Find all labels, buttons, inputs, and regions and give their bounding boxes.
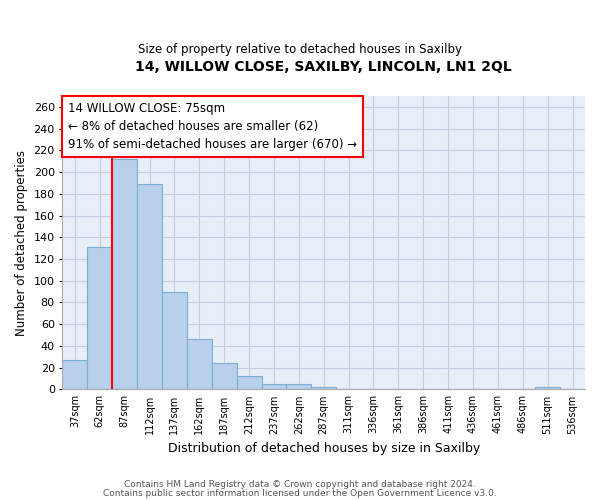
Title: 14, WILLOW CLOSE, SAXILBY, LINCOLN, LN1 2QL: 14, WILLOW CLOSE, SAXILBY, LINCOLN, LN1 … bbox=[136, 60, 512, 74]
Text: Contains HM Land Registry data © Crown copyright and database right 2024.: Contains HM Land Registry data © Crown c… bbox=[124, 480, 476, 489]
Bar bbox=[187, 340, 212, 390]
Bar bbox=[137, 184, 162, 390]
Bar bbox=[162, 292, 187, 390]
Bar bbox=[535, 388, 560, 390]
Bar bbox=[88, 247, 112, 390]
Y-axis label: Number of detached properties: Number of detached properties bbox=[15, 150, 28, 336]
Bar bbox=[62, 360, 88, 390]
Bar bbox=[112, 159, 137, 390]
Bar bbox=[286, 384, 311, 390]
Bar bbox=[212, 364, 236, 390]
Text: Contains public sector information licensed under the Open Government Licence v3: Contains public sector information licen… bbox=[103, 488, 497, 498]
Bar bbox=[236, 376, 262, 390]
Bar bbox=[311, 388, 336, 390]
Text: Size of property relative to detached houses in Saxilby: Size of property relative to detached ho… bbox=[138, 42, 462, 56]
Bar bbox=[262, 384, 286, 390]
Text: 14 WILLOW CLOSE: 75sqm
← 8% of detached houses are smaller (62)
91% of semi-deta: 14 WILLOW CLOSE: 75sqm ← 8% of detached … bbox=[68, 102, 357, 151]
X-axis label: Distribution of detached houses by size in Saxilby: Distribution of detached houses by size … bbox=[167, 442, 480, 455]
